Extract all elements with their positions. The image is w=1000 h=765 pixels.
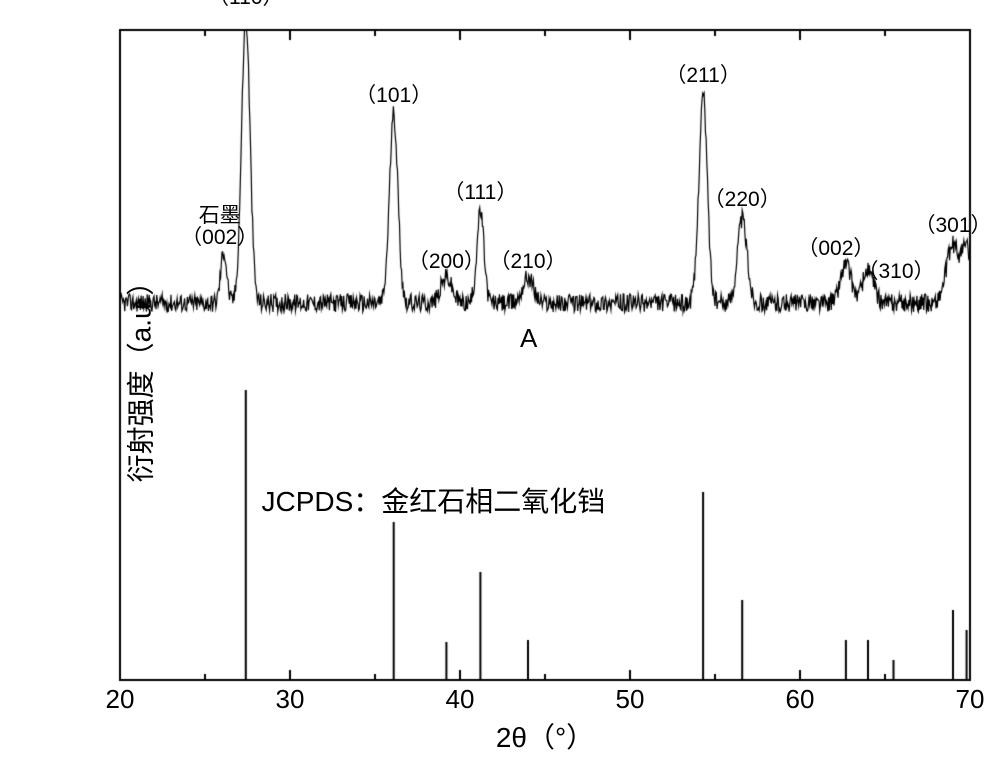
peak-label: （101） <box>355 79 432 109</box>
peak-label: （220） <box>704 183 781 213</box>
x-tick-label: 70 <box>956 684 985 715</box>
peak-label: （301） <box>914 209 991 239</box>
peak-label: （210） <box>489 245 566 275</box>
x-tick-label: 30 <box>276 684 305 715</box>
x-axis-label: 2θ（°） <box>496 716 594 756</box>
peak-label: （110） <box>208 0 283 11</box>
peak-label: （111） <box>443 176 517 206</box>
peak-label: （211） <box>665 59 740 89</box>
x-tick-label: 50 <box>616 684 645 715</box>
peak-label: （310） <box>857 255 934 285</box>
xrd-chart: 衍射强度（a.u.） 2θ（°） 203040506070 石墨（002）（11… <box>0 0 1000 765</box>
x-tick-label: 20 <box>106 684 135 715</box>
peak-label: （200） <box>408 245 485 275</box>
x-tick-label: 60 <box>786 684 815 715</box>
reference-label: JCPDS：金红石相二氧化铛 <box>262 480 606 520</box>
annotation: A <box>520 323 537 354</box>
x-tick-label: 40 <box>446 684 475 715</box>
peak-label: （002） <box>181 221 258 251</box>
y-axis-label: 衍射强度（a.u.） <box>119 268 159 483</box>
